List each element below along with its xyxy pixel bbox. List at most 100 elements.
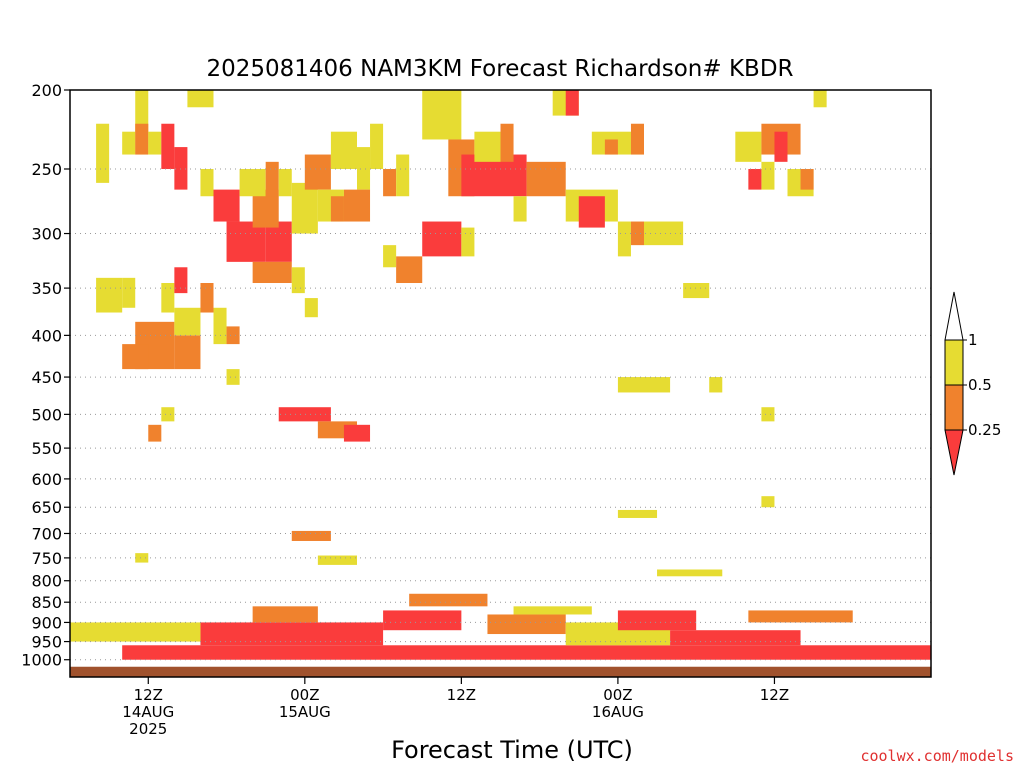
x-tick-label: 2025 — [129, 720, 167, 738]
heatmap-cell — [343, 189, 371, 222]
heatmap-cell — [265, 161, 279, 197]
pressure-gridlines — [70, 168, 931, 661]
heatmap-cell — [291, 530, 331, 541]
heatmap-cell — [383, 245, 397, 268]
heatmap-cell — [213, 189, 240, 222]
heatmap-cell — [161, 283, 175, 313]
plot-frame — [69, 89, 932, 678]
colorbar-label: 0.25 — [968, 421, 1001, 439]
heatmap-cell — [122, 277, 136, 308]
heatmap-cell — [604, 139, 618, 155]
heatmap-cell — [487, 614, 566, 635]
x-tick-label: 15AUG — [279, 703, 331, 721]
heatmap-cell — [148, 424, 162, 442]
x-tick-label: 14AUG — [122, 703, 174, 721]
heatmap-cell — [617, 509, 658, 518]
heatmap-cell — [135, 553, 149, 563]
heatmap-cell — [761, 161, 775, 190]
heatmap-cell — [252, 606, 318, 623]
y-tick-label: 350 — [31, 279, 62, 298]
y-tick-label: 450 — [31, 368, 62, 387]
y-tick-label: 900 — [31, 613, 62, 632]
heatmap-cell — [617, 610, 697, 631]
heatmap-cell — [213, 307, 227, 345]
credit-text[interactable]: coolwx.com/models — [860, 747, 1014, 765]
colorbar-legend: 1 0.5 0.25 — [944, 291, 1001, 476]
heatmap-cell — [135, 123, 149, 155]
heatmap-cell — [774, 131, 788, 162]
heatmap-cell — [683, 283, 710, 299]
x-axis-title: Forecast Time (UTC) — [391, 736, 633, 764]
heatmap-cell — [278, 168, 292, 197]
y-tick-label: 950 — [31, 633, 62, 652]
y-tick-label: 400 — [31, 326, 62, 345]
chart-title: 2025081406 NAM3KM Forecast Richardson# K… — [206, 56, 793, 82]
y-tick-label: 600 — [31, 470, 62, 489]
heatmap-cell — [265, 221, 292, 262]
colorbar-label: 0.5 — [968, 376, 992, 394]
heatmap-cell — [761, 496, 775, 508]
heatmap-cell — [644, 221, 684, 246]
heatmap-cell — [422, 221, 462, 257]
y-tick-label: 700 — [31, 524, 62, 543]
heatmap-cell — [291, 267, 305, 294]
heatmap-cell — [122, 131, 136, 155]
y-tick-label: 650 — [31, 498, 62, 517]
heatmap-cell — [748, 610, 853, 623]
heatmap-cell — [735, 131, 762, 162]
heatmap-cell — [383, 168, 397, 197]
heatmap-cell — [422, 90, 462, 140]
heatmap-cell — [174, 267, 188, 294]
heatmap-cell — [761, 407, 775, 422]
y-tick-label: 800 — [31, 572, 62, 591]
x-tick-label: 16AUG — [592, 703, 644, 721]
heatmap-cell — [252, 261, 292, 284]
heatmap-cell — [409, 593, 488, 607]
x-tick-label: 12Z — [134, 686, 163, 704]
y-tick-label: 250 — [31, 160, 62, 179]
heatmap-cell — [96, 277, 123, 313]
heatmap-cell — [513, 196, 527, 222]
colorbar-bottom-arrow — [944, 429, 964, 476]
heatmap-cell — [161, 407, 175, 422]
heatmap-cell — [187, 90, 214, 108]
heatmap-cell — [122, 344, 149, 370]
heatmap-cell — [461, 227, 475, 257]
colorbar-top-arrow — [944, 291, 964, 341]
heatmap-cell — [657, 569, 723, 577]
heatmap-cell — [709, 377, 723, 393]
heatmap-cell — [526, 161, 566, 197]
heatmap-cell — [370, 123, 384, 169]
x-tick-label: 12Z — [760, 686, 789, 704]
x-tick-label: 00Z — [603, 686, 632, 704]
heatmap-cell — [317, 555, 357, 565]
y-tick-label: 200 — [31, 81, 62, 100]
heatmap-cell — [617, 221, 631, 257]
y-tick-label: 1000 — [21, 651, 62, 670]
heatmap-cell — [617, 377, 671, 393]
heatmap-cell — [565, 90, 579, 116]
heatmap-cell — [174, 335, 201, 370]
heatmap-cell — [396, 256, 423, 284]
ground-band — [70, 666, 931, 677]
heatmap-cell — [200, 168, 214, 197]
heatmap-cell — [122, 645, 931, 660]
heatmap-cell — [96, 123, 110, 183]
heatmap-cell — [670, 630, 801, 646]
heatmap-cell — [330, 131, 357, 169]
colorbar-label: 1 — [968, 331, 978, 349]
x-tick-label: 12Z — [447, 686, 476, 704]
heatmap-cell — [500, 123, 514, 162]
x-tick-label: 00Z — [290, 686, 319, 704]
heatmap-cell — [226, 369, 240, 385]
y-tick-label: 300 — [31, 225, 62, 244]
heatmap-cell — [161, 123, 175, 169]
heatmap-cell — [304, 298, 318, 318]
heatmap-cells — [70, 90, 931, 677]
heatmap-cell — [383, 610, 462, 631]
heatmap-cell — [748, 168, 762, 190]
heatmap-cell — [70, 622, 201, 642]
heatmap-cell — [304, 154, 331, 190]
heatmap-cell — [396, 154, 410, 197]
